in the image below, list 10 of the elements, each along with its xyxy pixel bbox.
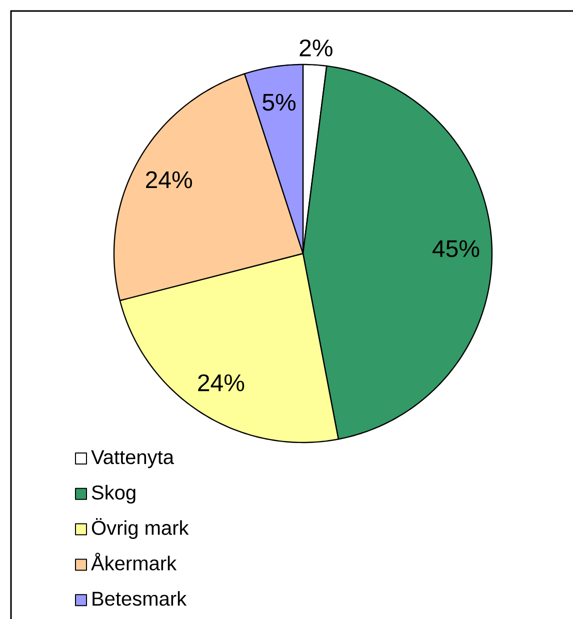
legend-label: Åkermark <box>91 552 177 570</box>
legend-label: Vattenyta <box>91 450 174 468</box>
legend-label: Skog <box>92 484 136 504</box>
data-label: 24% <box>198 374 244 392</box>
data-label: 24% <box>146 171 192 188</box>
data-label: 5% <box>262 94 296 111</box>
data-label: 45% <box>432 240 480 258</box>
legend-label: Övrig mark <box>92 518 189 539</box>
data-label: 2% <box>300 39 332 56</box>
legend-label: Betesmark <box>92 591 187 606</box>
